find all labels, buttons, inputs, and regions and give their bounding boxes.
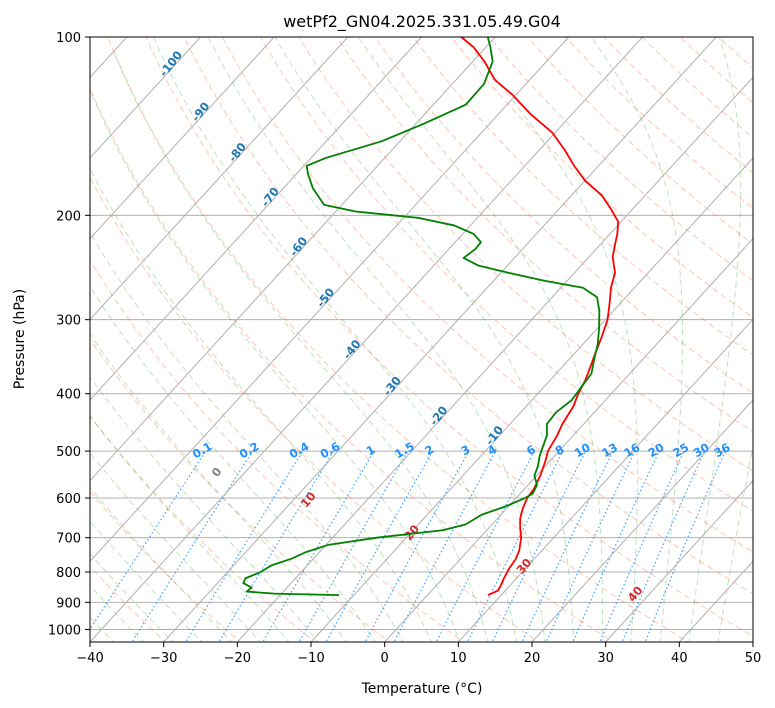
- mixing-ratio-line: [435, 450, 535, 642]
- x-tick-label: 50: [745, 651, 762, 666]
- x-tick-label: −40: [76, 651, 103, 666]
- mixing-ratio-line: [364, 450, 470, 642]
- dry-adiabat-line: [107, 37, 690, 642]
- moist-adiabat-line: [90, 89, 461, 642]
- moist-adiabat-line: [90, 285, 376, 642]
- moist-adiabat-line: [152, 37, 517, 642]
- dry-adiabat-line: [221, 37, 753, 553]
- moist-adiabat-line: [90, 231, 404, 642]
- y-tick-label: 600: [56, 492, 81, 507]
- mixing-ratio-line: [90, 450, 207, 631]
- y-tick-label: 700: [56, 532, 81, 547]
- x-tick-label: 30: [597, 651, 614, 666]
- isotherm-line: [605, 479, 753, 642]
- y-tick-label: 1000: [48, 623, 81, 638]
- mixing-ratio-label: 25: [670, 440, 691, 460]
- moist-adiabat-line: [113, 51, 489, 642]
- mixing-ratio-line: [545, 450, 636, 642]
- mixing-ratio-label: 30: [691, 440, 712, 460]
- x-tick-label: 20: [524, 651, 541, 666]
- x-tick-label: −20: [224, 651, 251, 666]
- dry-adiabat-line: [183, 37, 753, 595]
- moist-adiabat-line: [90, 452, 261, 642]
- dry-adiabat-line: [412, 37, 753, 356]
- isotherm-line: [90, 37, 349, 321]
- y-axis-label: Pressure (hPa): [12, 289, 28, 389]
- dry-adiabat-line: [90, 565, 167, 642]
- y-tick-label: 800: [56, 566, 81, 581]
- isotherm-line: [90, 37, 422, 401]
- dry-adiabat-line: [450, 37, 753, 319]
- mixing-ratio-label: 36: [712, 440, 733, 460]
- dry-adiabat-line: [90, 259, 465, 642]
- dry-adiabat-line: [90, 176, 540, 642]
- isotherm-lines: [90, 37, 753, 642]
- isotherm-line: [384, 237, 753, 642]
- mixing-ratio-label: 10: [572, 440, 593, 460]
- isotherm-line: [236, 76, 753, 642]
- dry-adiabat-line: [145, 37, 753, 637]
- x-tick-label: 0: [381, 651, 389, 666]
- isotherm-line: [90, 37, 275, 240]
- dry-adiabat-line: [90, 490, 241, 642]
- x-tick-label: −10: [297, 651, 324, 666]
- moist-adiabat-line: [90, 333, 347, 642]
- mixing-ratio-line: [621, 450, 706, 642]
- moist-adiabat-line: [590, 37, 684, 642]
- y-tick-label: 400: [56, 388, 81, 403]
- isotherm-line: [531, 399, 753, 642]
- y-tick-label: 900: [56, 596, 81, 611]
- mixing-ratio-line: [262, 450, 375, 642]
- x-tick-label: 40: [671, 651, 688, 666]
- dry-adiabat-line: [488, 37, 753, 282]
- isotherm-line: [457, 318, 753, 642]
- mixing-ratio-label: 13: [599, 440, 620, 460]
- y-tick-label: 500: [56, 445, 81, 460]
- mixing-ratio-line: [185, 450, 304, 642]
- isotherm-line: [90, 37, 201, 159]
- moist-adiabat-line: [274, 37, 575, 642]
- isotherm-line: [90, 37, 643, 642]
- y-tick-label: 200: [56, 209, 81, 224]
- y-tick-label: 100: [56, 31, 81, 46]
- isotherm-line: [310, 157, 753, 642]
- mixing-ratio-line: [393, 450, 497, 642]
- profile-traces: [242, 37, 620, 596]
- x-axis-label: Temperature (°C): [361, 681, 483, 697]
- dry-adiabat-line: [259, 37, 753, 512]
- moist-adiabat-line: [90, 167, 432, 642]
- chart-title: wetPf2_GN04.2025.331.05.49.G04: [283, 12, 561, 32]
- moist-adiabat-line: [207, 37, 546, 642]
- isotherm-line: [90, 37, 570, 563]
- dewpoint-trace: [242, 37, 601, 596]
- plot-frame: [89, 36, 754, 643]
- mixing-ratio-label: 20: [646, 440, 667, 460]
- axes: −40 −30 −20 −10 0 10 20 30 40 50 100 200 300 400 500 60…: [48, 31, 761, 666]
- moist-adiabat-line: [717, 443, 753, 642]
- moist-adiabat-line: [90, 415, 290, 642]
- temperature-trace: [460, 37, 620, 596]
- isotherm-line: [90, 37, 496, 482]
- moist-adiabat-line: [688, 37, 742, 642]
- x-tick-label: −30: [150, 651, 177, 666]
- isotherm-line: [163, 37, 717, 642]
- moist-adiabat-line: [462, 37, 638, 642]
- mixing-ratio-line: [521, 450, 614, 642]
- x-tick-label: 10: [450, 651, 467, 666]
- mixing-ratio-label: 16: [621, 440, 642, 460]
- plot-area: -100-90-80-70-60-50-40-30-20-10 0.1 0.2 0.…: [90, 37, 753, 642]
- background-lines: [90, 37, 753, 642]
- moist-adiabat-line: [90, 376, 319, 642]
- y-tick-label: 300: [56, 314, 81, 329]
